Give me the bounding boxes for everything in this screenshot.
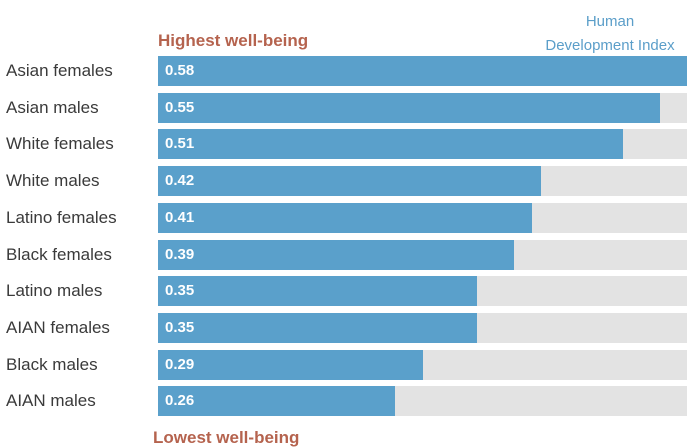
bar-row: Black males 0.29 <box>0 350 687 380</box>
bar-row: Latino males 0.35 <box>0 276 687 306</box>
bar <box>158 276 477 306</box>
category-label: Latino males <box>6 281 103 300</box>
category-label: AIAN males <box>6 391 96 410</box>
bar-row: White males 0.42 <box>0 166 687 196</box>
bar-value-label: 0.41 <box>165 209 195 226</box>
category-label: Asian males <box>6 98 99 117</box>
bar-track: 0.51 <box>158 129 687 159</box>
bar-track: 0.55 <box>158 93 687 123</box>
bar-value-label: 0.39 <box>165 246 195 263</box>
category-label: Black males <box>6 355 98 374</box>
bar <box>158 240 514 270</box>
bar-track: 0.26 <box>158 386 687 416</box>
legend-line-1: Human <box>585 13 635 30</box>
bar <box>158 313 477 343</box>
bar <box>158 93 660 123</box>
bar-row: Latino females 0.41 <box>0 203 687 233</box>
bar-track: 0.35 <box>158 313 687 343</box>
bar <box>158 386 395 416</box>
bar-row: Asian females 0.58 <box>0 56 687 86</box>
bar-row: Black females 0.39 <box>0 240 687 270</box>
legend-line-2: Development Index <box>545 37 675 54</box>
bar-row: White females 0.51 <box>0 129 687 159</box>
bar-value-label: 0.42 <box>165 172 195 189</box>
category-label: White females <box>6 134 114 153</box>
bar <box>158 56 687 86</box>
category-label: Latino females <box>6 208 117 227</box>
category-label: White males <box>6 171 100 190</box>
bar-track: 0.35 <box>158 276 687 306</box>
bar <box>158 129 623 159</box>
bar-track: 0.29 <box>158 350 687 380</box>
bar-value-label: 0.35 <box>165 282 195 299</box>
bar-row: AIAN females 0.35 <box>0 313 687 343</box>
bar-value-label: 0.26 <box>165 392 195 409</box>
bar-value-label: 0.55 <box>165 99 195 116</box>
bar-value-label: 0.51 <box>165 135 195 152</box>
bar <box>158 350 423 380</box>
bar-value-label: 0.58 <box>165 62 195 79</box>
bar-value-label: 0.29 <box>165 356 195 373</box>
bar-track: 0.58 <box>158 56 687 86</box>
bar <box>158 203 532 233</box>
chart-legend: Human Development Index <box>535 10 685 58</box>
bar-row: AIAN males 0.26 <box>0 386 687 416</box>
category-label: Asian females <box>6 61 113 80</box>
highest-well-being-annotation: Highest well-being <box>158 31 309 50</box>
bar-track: 0.39 <box>158 240 687 270</box>
category-label: Black females <box>6 245 112 264</box>
category-label: AIAN females <box>6 318 110 337</box>
bar-row: Asian males 0.55 <box>0 93 687 123</box>
bar <box>158 166 541 196</box>
bar-track: 0.41 <box>158 203 687 233</box>
bar-value-label: 0.35 <box>165 319 195 336</box>
lowest-well-being-annotation: Lowest well-being <box>153 428 300 447</box>
bar-track: 0.42 <box>158 166 687 196</box>
